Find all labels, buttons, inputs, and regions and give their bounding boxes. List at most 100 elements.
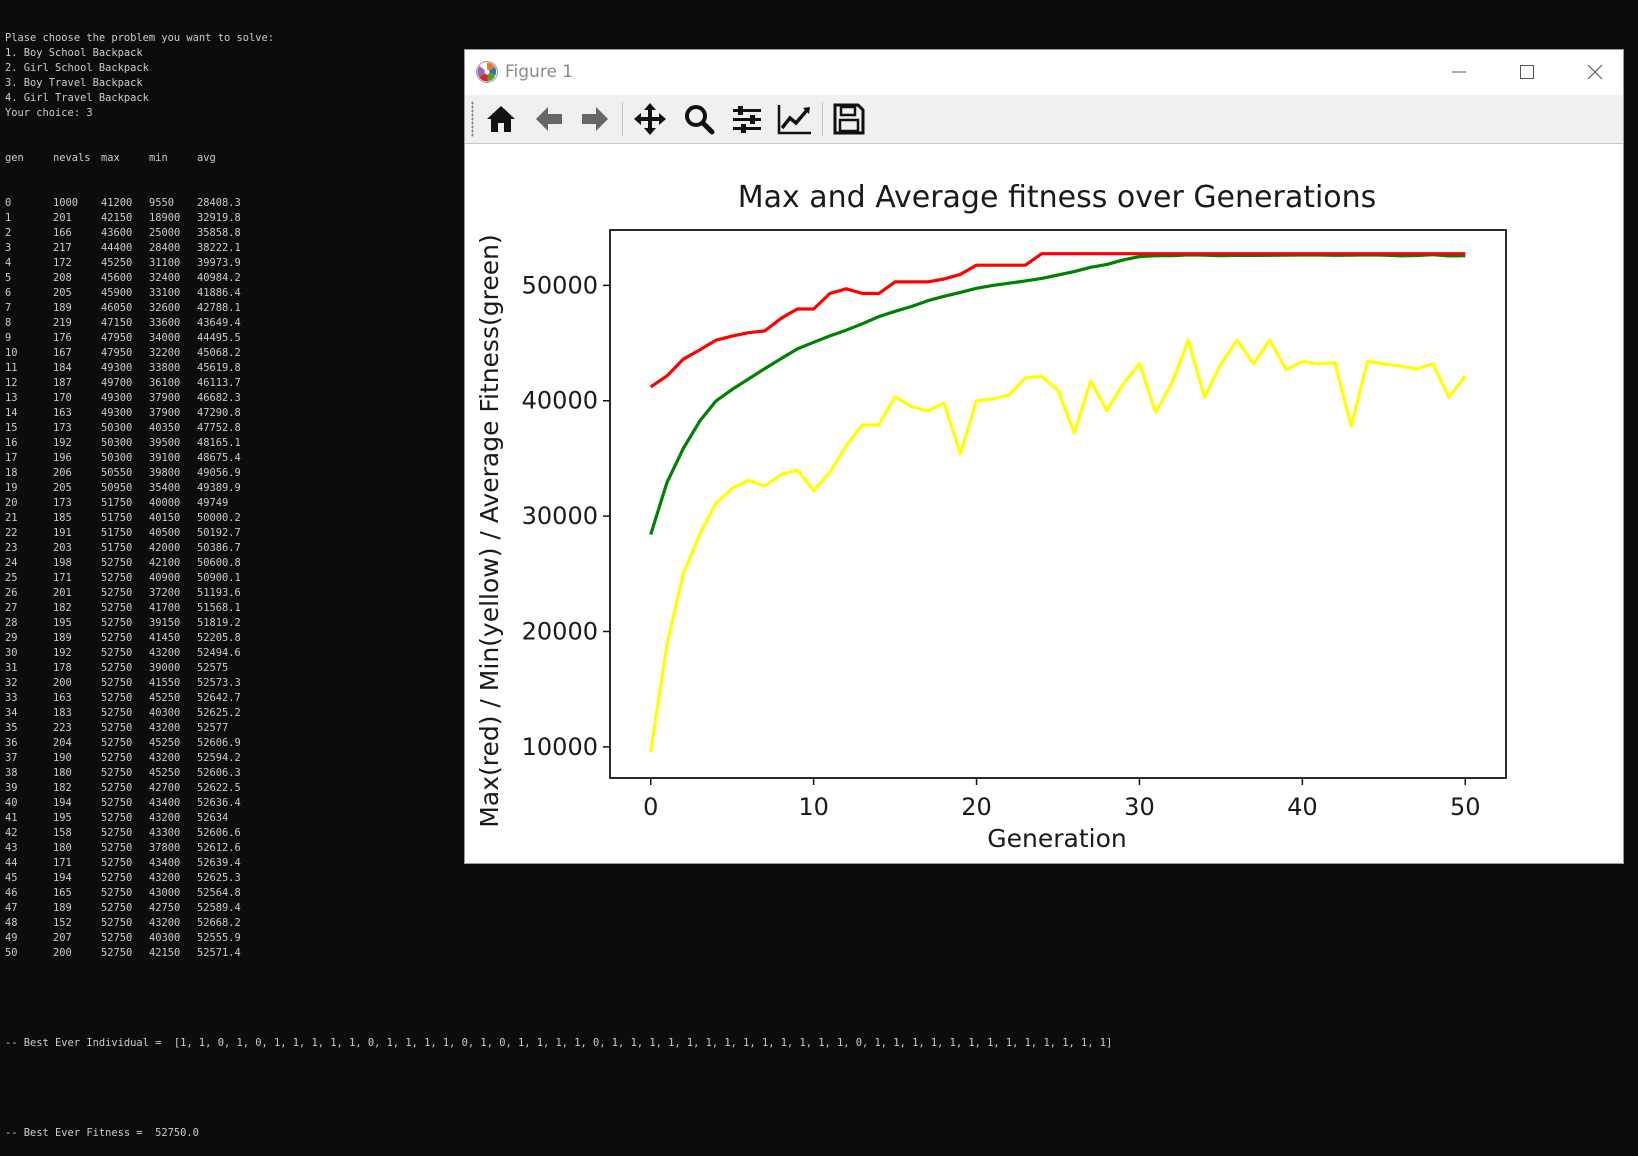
- plot-canvas[interactable]: Max and Average fitness over Generations…: [465, 144, 1623, 862]
- cell-max: 41200: [101, 197, 133, 209]
- cell-nevals: 195: [53, 812, 72, 824]
- cell-nevals: 1000: [53, 197, 79, 209]
- cell-gen: 23: [5, 542, 18, 554]
- cell-max: 52750: [101, 647, 133, 659]
- table-row: 39 182 52750 42700 52622.5: [5, 781, 1112, 796]
- cell-gen: 42: [5, 827, 18, 839]
- cell-nevals: 217: [53, 242, 72, 254]
- x-tick-label: 40: [1287, 793, 1318, 821]
- window-titlebar[interactable]: Figure 1: [465, 50, 1623, 95]
- spacer: [5, 1081, 1112, 1096]
- edit-axes-button[interactable]: [775, 100, 815, 138]
- cell-gen: 9: [5, 332, 12, 344]
- home-button[interactable]: [481, 100, 521, 138]
- back-button[interactable]: [529, 100, 569, 138]
- cell-min: 9550: [149, 197, 175, 209]
- cell-gen: 20: [5, 497, 18, 509]
- cell-nevals: 207: [53, 932, 72, 944]
- cell-avg: 52606.3: [197, 767, 241, 779]
- cell-min: 37800: [149, 842, 181, 854]
- cell-gen: 47: [5, 902, 18, 914]
- y-tick-label: 30000: [522, 502, 598, 530]
- console-line: Plase choose the problem you want to sol…: [5, 32, 274, 44]
- table-row: 20 173 51750 40000 49749: [5, 496, 1112, 511]
- cell-nevals: 183: [53, 707, 72, 719]
- cell-avg: 46682.3: [197, 392, 241, 404]
- cell-min: 43200: [149, 647, 181, 659]
- cell-nevals: 173: [53, 422, 72, 434]
- cell-avg: 48675.4: [197, 452, 241, 464]
- cell-nevals: 190: [53, 752, 72, 764]
- cell-min: 18900: [149, 212, 181, 224]
- cell-min: 43200: [149, 872, 181, 884]
- table-row: 42 158 52750 43300 52606.6: [5, 826, 1112, 841]
- header-gen: gen: [5, 152, 24, 164]
- cell-avg: 49749: [197, 497, 229, 509]
- table-row: 37 190 52750 43200 52594.2: [5, 751, 1112, 766]
- cell-nevals: 205: [53, 287, 72, 299]
- cell-max: 52750: [101, 827, 133, 839]
- cell-max: 52750: [101, 872, 133, 884]
- cell-avg: 52668.2: [197, 917, 241, 929]
- cell-nevals: 219: [53, 317, 72, 329]
- cell-nevals: 152: [53, 917, 72, 929]
- table-row: 31 178 52750 39000 52575: [5, 661, 1112, 676]
- cell-nevals: 194: [53, 872, 72, 884]
- cell-min: 40350: [149, 422, 181, 434]
- table-row: 25 171 52750 40900 50900.1: [5, 571, 1112, 586]
- fitness-chart[interactable]: Max and Average fitness over Generations…: [465, 144, 1623, 862]
- cell-max: 49300: [101, 407, 133, 419]
- cell-min: 40300: [149, 707, 181, 719]
- save-button[interactable]: [829, 100, 869, 138]
- forward-button[interactable]: [575, 100, 615, 138]
- subplots-sliders-icon: [733, 106, 761, 133]
- cell-avg: 52622.5: [197, 782, 241, 794]
- cell-nevals: 173: [53, 497, 72, 509]
- close-button[interactable]: [1565, 50, 1625, 94]
- table-row: 36 204 52750 45250 52606.9: [5, 736, 1112, 751]
- table-row: 23 203 51750 42000 50386.7: [5, 541, 1112, 556]
- pan-move-icon: [634, 103, 666, 135]
- cell-max: 49300: [101, 362, 133, 374]
- cell-min: 32400: [149, 272, 181, 284]
- minimize-icon: [1452, 71, 1466, 73]
- cell-nevals: 184: [53, 362, 72, 374]
- chart-title: Max and Average fitness over Generations: [738, 180, 1377, 215]
- close-icon: [1587, 64, 1603, 80]
- table-row: 45 194 52750 43200 52625.3: [5, 871, 1112, 886]
- cell-avg: 50386.7: [197, 542, 241, 554]
- cell-nevals: 200: [53, 677, 72, 689]
- cell-avg: 49056.9: [197, 467, 241, 479]
- toolbar-grip[interactable]: [471, 101, 474, 137]
- cell-max: 52750: [101, 857, 133, 869]
- cell-nevals: 201: [53, 212, 72, 224]
- cell-gen: 1: [5, 212, 12, 224]
- minimize-button[interactable]: [1429, 50, 1489, 94]
- pan-button[interactable]: [630, 100, 670, 138]
- cell-avg: 52612.6: [197, 842, 241, 854]
- cell-min: 33100: [149, 287, 181, 299]
- cell-min: 43200: [149, 722, 181, 734]
- subplots-button[interactable]: [727, 100, 767, 138]
- cell-gen: 2: [5, 227, 12, 239]
- cell-min: 40900: [149, 572, 181, 584]
- back-arrow-icon: [536, 107, 562, 131]
- zoom-button[interactable]: [679, 100, 719, 138]
- cell-gen: 21: [5, 512, 18, 524]
- cell-avg: 45068.2: [197, 347, 241, 359]
- cell-nevals: 163: [53, 692, 72, 704]
- x-tick-label: 20: [961, 793, 992, 821]
- cell-gen: 30: [5, 647, 18, 659]
- cell-avg: 47752.8: [197, 422, 241, 434]
- cell-avg: 52575: [197, 662, 229, 674]
- cell-gen: 29: [5, 632, 18, 644]
- cell-min: 42100: [149, 557, 181, 569]
- cell-avg: 51568.1: [197, 602, 241, 614]
- maximize-button[interactable]: [1497, 50, 1557, 94]
- cell-gen: 32: [5, 677, 18, 689]
- table-row: 9 176 47950 34000 44495.5: [5, 331, 1112, 346]
- cell-min: 34000: [149, 332, 181, 344]
- table-row: 16 192 50300 39500 48165.1: [5, 436, 1112, 451]
- cell-avg: 48165.1: [197, 437, 241, 449]
- cell-avg: 28408.3: [197, 197, 241, 209]
